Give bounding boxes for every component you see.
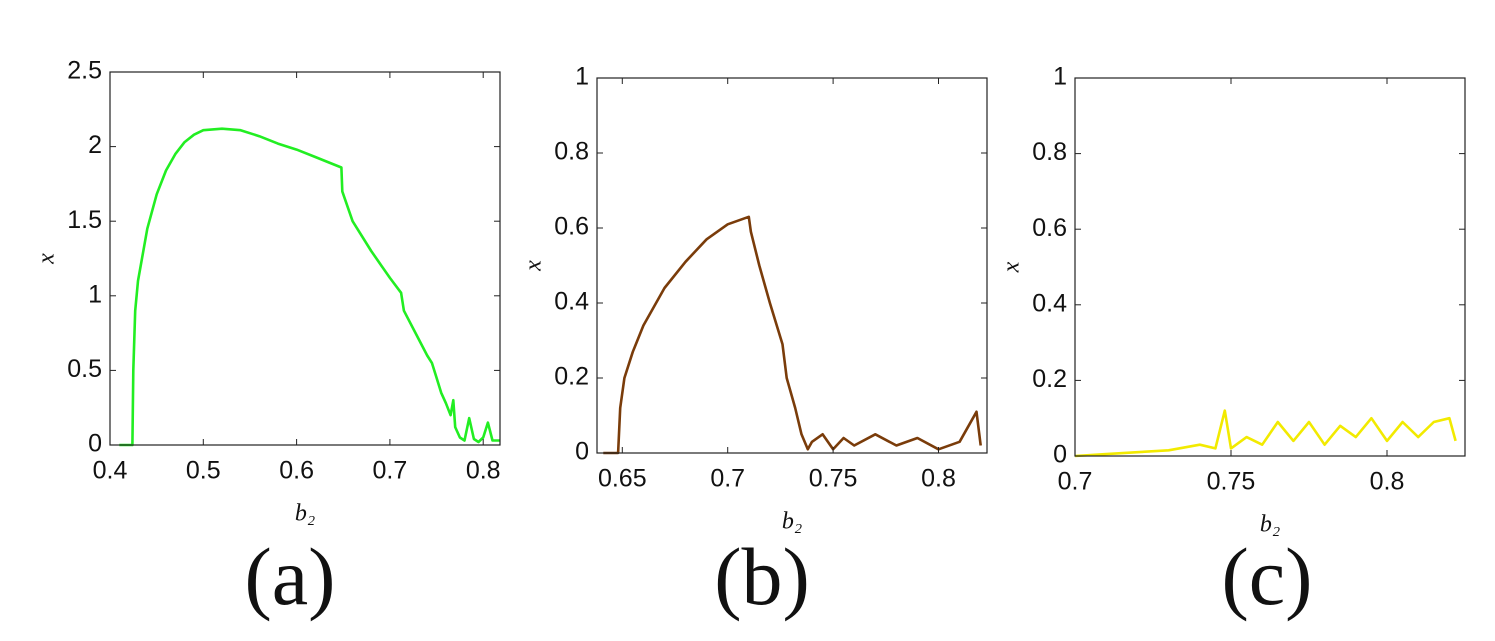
- axes-box: [109, 71, 501, 446]
- y-tick-label: 0: [575, 438, 589, 466]
- data-line: [1074, 409, 1457, 458]
- x-tick-label: 0.75: [1207, 468, 1256, 496]
- panel-label: (c): [1221, 531, 1312, 622]
- y-axis-label: x: [521, 260, 547, 272]
- x-tick-label: 0.8: [466, 457, 501, 485]
- x-tick-label: 0.65: [598, 465, 647, 493]
- x-tick-label: 0.75: [809, 465, 858, 493]
- y-tick-label: 0.2: [1032, 365, 1067, 393]
- y-tick-label: 0.8: [1032, 138, 1067, 166]
- panel-label: (b): [714, 531, 810, 622]
- y-tick-label: 0.6: [1032, 214, 1067, 242]
- y-tick-label: 0.4: [1032, 289, 1067, 317]
- x-tick-label: 0.5: [186, 457, 221, 485]
- axes-box: [1074, 77, 1466, 457]
- y-tick-label: 0: [88, 430, 102, 458]
- y-tick-label: 1.5: [67, 206, 102, 234]
- x-tick-label: 0.4: [93, 457, 128, 485]
- y-tick-label: 0.5: [67, 355, 102, 383]
- y-tick-label: 2.5: [67, 57, 102, 85]
- y-axis-label: x: [34, 253, 60, 265]
- axes-box: [596, 77, 988, 454]
- data-line: [603, 215, 982, 455]
- y-tick-label: 0.2: [554, 363, 589, 391]
- x-axis-label: b₂: [1260, 512, 1280, 538]
- y-tick-label: 2: [88, 131, 102, 159]
- y-tick-label: 1: [1053, 63, 1067, 91]
- x-tick-label: 0.8: [1370, 468, 1405, 496]
- y-tick-label: 0: [1053, 441, 1067, 469]
- y-tick-label: 0.4: [554, 288, 589, 316]
- panel-label: (a): [244, 531, 335, 622]
- x-tick-label: 0.7: [710, 465, 745, 493]
- y-tick-label: 0.8: [554, 138, 589, 166]
- x-axis-label: b₂: [782, 509, 802, 535]
- x-tick-label: 0.7: [373, 457, 408, 485]
- data-line: [119, 127, 500, 447]
- y-tick-label: 1: [575, 63, 589, 91]
- y-tick-label: 0.6: [554, 213, 589, 241]
- y-axis-label: x: [999, 261, 1025, 273]
- x-axis-label: b₂: [295, 501, 315, 527]
- x-tick-label: 0.8: [921, 465, 956, 493]
- x-tick-label: 0.6: [279, 457, 314, 485]
- x-tick-label: 0.7: [1058, 468, 1093, 496]
- y-tick-label: 1: [88, 280, 102, 308]
